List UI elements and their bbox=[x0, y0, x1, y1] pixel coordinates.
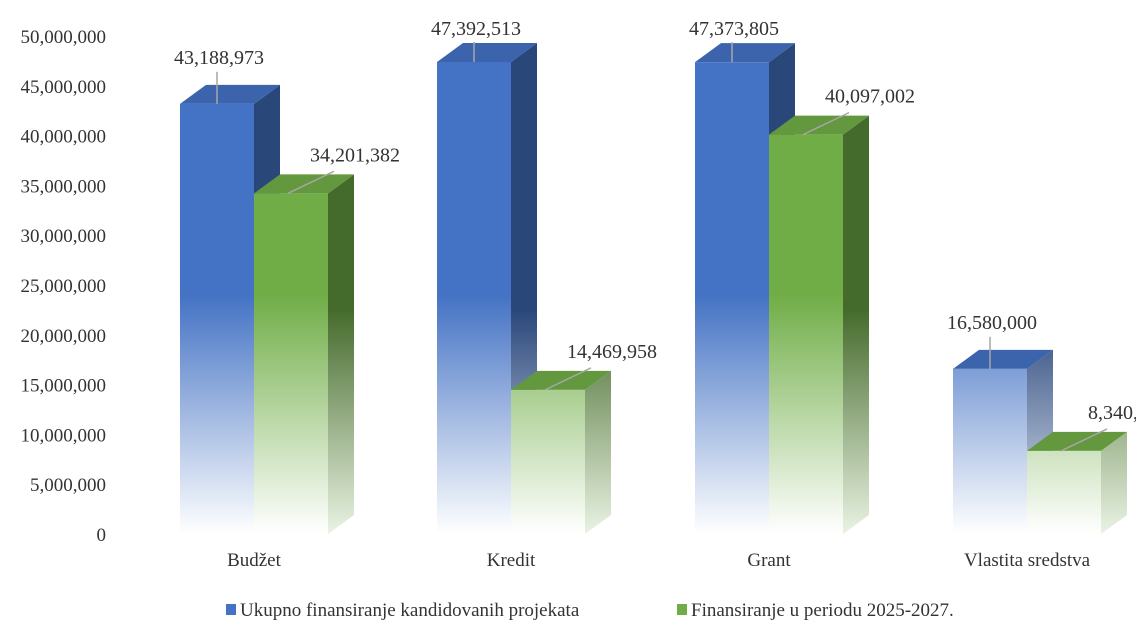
data-label: 34,201,382 bbox=[310, 144, 400, 166]
bar-side-face bbox=[585, 370, 611, 534]
data-label: 14,469,958 bbox=[567, 341, 657, 363]
legend-item: Ukupno finansiranje kandidovanih projeka… bbox=[226, 600, 580, 621]
y-tick-label: 50,000,000 bbox=[21, 27, 107, 48]
y-tick-label: 0 bbox=[97, 525, 107, 546]
bar-side-face bbox=[328, 174, 354, 534]
bar-front-face bbox=[953, 368, 1027, 534]
data-label-leader-line bbox=[287, 170, 335, 195]
bar bbox=[511, 370, 611, 534]
y-tick-label: 15,000,000 bbox=[21, 376, 107, 397]
legend-label: Finansiranje u periodu 2025-2027. bbox=[691, 600, 954, 621]
bar-front-face bbox=[769, 134, 843, 535]
x-category-label: Grant bbox=[747, 550, 791, 571]
y-tick-label: 10,000,000 bbox=[21, 425, 107, 446]
data-label: 47,392,513 bbox=[431, 18, 521, 40]
x-axis: Budžet Kredit Grant Vlastita sredstva bbox=[227, 550, 1091, 571]
bars-layer bbox=[180, 42, 1127, 535]
bar bbox=[254, 174, 354, 534]
y-tick-label: 30,000,000 bbox=[21, 226, 107, 247]
x-category-label: Kredit bbox=[487, 550, 536, 571]
bar-front-face bbox=[254, 193, 328, 534]
legend-swatch bbox=[677, 604, 687, 615]
bar bbox=[437, 42, 537, 534]
x-category-label: Vlastita sredstva bbox=[964, 550, 1091, 571]
data-label: 47,373,805 bbox=[689, 18, 779, 40]
bar-front-face bbox=[695, 62, 769, 535]
bar-front-face bbox=[437, 61, 511, 534]
data-label-leader-line bbox=[1060, 428, 1108, 452]
data-label: 8,340,000 bbox=[1088, 402, 1136, 424]
y-axis: 0 5,000,000 10,000,000 15,000,000 20,000,000… bbox=[21, 27, 107, 546]
y-tick-label: 40,000,000 bbox=[21, 127, 107, 148]
bar-front-face bbox=[511, 389, 585, 534]
data-label: 16,580,000 bbox=[947, 312, 1037, 334]
data-labels-layer: 43,188,973 34,201,382 47,392,513 14,469,958… bbox=[174, 18, 1136, 452]
bar-side-face bbox=[843, 115, 869, 535]
bar-top-face bbox=[511, 370, 611, 390]
y-tick-label: 20,000,000 bbox=[21, 326, 107, 347]
data-label-leader-line bbox=[802, 111, 850, 136]
legend: Ukupno finansiranje kandidovanih projeka… bbox=[226, 600, 954, 621]
bar-top-face bbox=[769, 115, 869, 135]
bar-top-face bbox=[695, 43, 795, 63]
data-label: 40,097,002 bbox=[825, 86, 915, 108]
bar-top-face bbox=[180, 84, 280, 104]
bar-front-face bbox=[180, 103, 254, 534]
y-tick-label: 25,000,000 bbox=[21, 276, 107, 297]
legend-swatch bbox=[226, 604, 236, 615]
bar-top-face bbox=[1027, 431, 1127, 451]
y-tick-label: 5,000,000 bbox=[30, 475, 106, 496]
bar-front-face bbox=[1027, 450, 1101, 534]
y-tick-label: 35,000,000 bbox=[21, 176, 107, 197]
legend-item: Finansiranje u periodu 2025-2027. bbox=[677, 600, 954, 621]
bar-side-face bbox=[1101, 431, 1127, 534]
bar bbox=[1027, 431, 1127, 534]
bar bbox=[769, 115, 869, 535]
bar-top-face bbox=[254, 174, 354, 194]
x-category-label: Budžet bbox=[227, 550, 282, 571]
bar-top-face bbox=[953, 349, 1053, 369]
legend-label: Ukupno finansiranje kandidovanih projeka… bbox=[240, 600, 580, 621]
bar-top-face bbox=[437, 42, 537, 62]
y-tick-label: 45,000,000 bbox=[21, 77, 107, 98]
data-label: 43,188,973 bbox=[174, 47, 264, 69]
data-label-leader-line bbox=[544, 367, 592, 391]
